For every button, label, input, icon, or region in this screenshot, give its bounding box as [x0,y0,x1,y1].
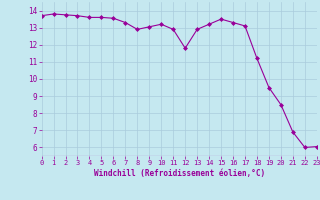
X-axis label: Windchill (Refroidissement éolien,°C): Windchill (Refroidissement éolien,°C) [94,169,265,178]
